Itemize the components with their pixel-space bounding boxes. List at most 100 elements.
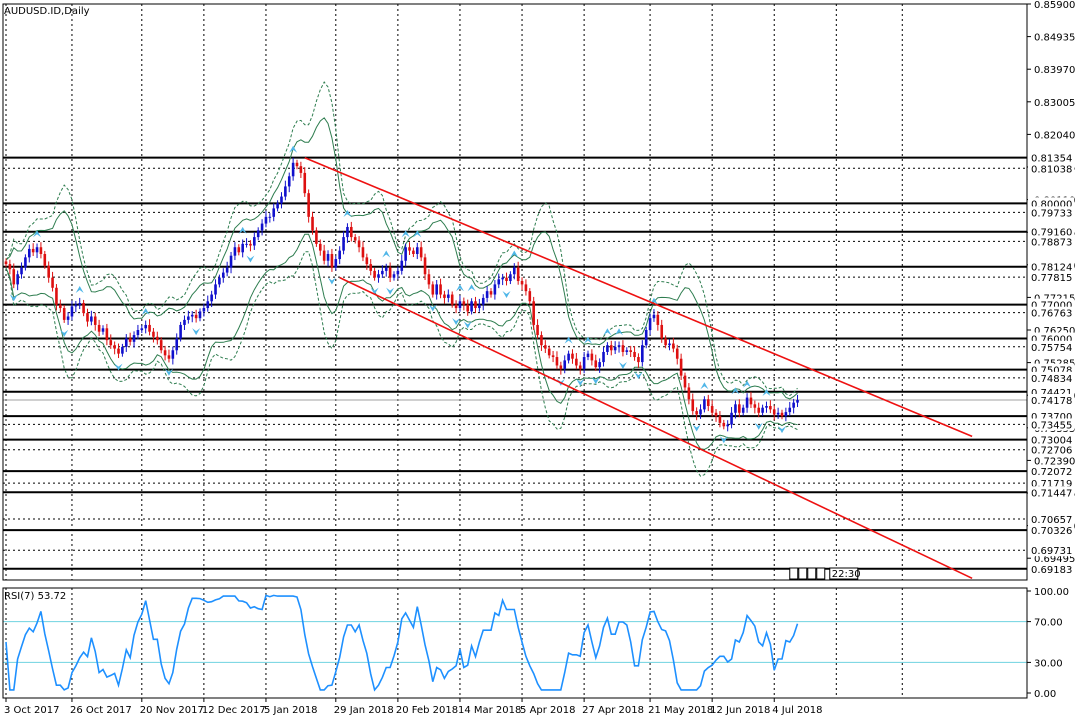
candle-body <box>408 247 411 251</box>
candle-body <box>629 350 632 352</box>
candle-body <box>163 350 167 356</box>
candle-body <box>594 360 598 368</box>
candle-body <box>672 343 675 349</box>
candle-body <box>741 407 745 413</box>
candle-body <box>152 331 155 337</box>
candle-body <box>590 353 594 361</box>
level-tag-bg <box>1028 562 1074 575</box>
candle-body <box>466 304 470 312</box>
down-fractal-arrow <box>428 304 437 312</box>
candle-body <box>140 328 144 331</box>
rsi-tick-label: 30.00 <box>1034 658 1063 669</box>
candle-body <box>450 294 454 305</box>
candle-body <box>4 261 8 265</box>
x-tick-label: 12 Dec 2017 <box>202 705 266 716</box>
candle-body <box>776 412 780 415</box>
chart-title: AUDUSD.ID,Daily <box>4 6 90 17</box>
candle-body <box>602 351 605 363</box>
level-tag-label: 0.75078 <box>1031 366 1072 377</box>
up-fractal-arrow <box>75 285 84 293</box>
candle-body <box>144 324 147 329</box>
time-label-box <box>829 567 859 580</box>
candle-body <box>342 237 345 251</box>
level-tag-label: 0.73004 <box>1031 436 1072 447</box>
level-tag-label: 0.78873 <box>1031 237 1072 248</box>
candle-body <box>59 304 62 309</box>
candle-body <box>8 264 12 270</box>
level-tag-bg <box>1028 394 1074 407</box>
candle-body <box>253 237 256 246</box>
candle-body <box>528 291 532 302</box>
candle-body <box>481 297 485 305</box>
candle-body <box>167 355 171 359</box>
rsi-tick-label: 70.00 <box>1034 618 1063 629</box>
candle-body <box>365 257 369 265</box>
candle-body <box>206 301 210 309</box>
horizontal-levels <box>3 156 1027 570</box>
level-tag-label: 0.76763 <box>1031 309 1072 320</box>
candle-body <box>641 345 644 363</box>
envelope-bands <box>5 81 798 477</box>
level-tag-label: 0.72072 <box>1031 467 1072 478</box>
candle-body <box>303 172 307 194</box>
level-tag-bg <box>1028 443 1074 456</box>
level-tag-label: 0.69183 <box>1031 565 1072 576</box>
x-tick-label: 4 Jul 2018 <box>772 705 822 716</box>
level-tag-label: 0.76000 <box>1031 334 1072 345</box>
candle-body <box>598 362 601 368</box>
candle-body <box>330 253 334 268</box>
candlesticks <box>4 157 799 432</box>
candle-body <box>660 324 664 339</box>
level-tag-bg <box>1028 225 1074 238</box>
candle-body <box>501 277 504 280</box>
candle-body <box>509 274 512 282</box>
x-tick-label: 3 Oct 2017 <box>4 705 59 716</box>
trend-channel[interactable] <box>304 156 973 580</box>
candle-body <box>276 203 279 209</box>
level-tag-label: 0.81038 <box>1031 164 1072 175</box>
candle-body <box>648 318 652 331</box>
candle-body <box>260 223 264 231</box>
candle-body <box>792 402 795 408</box>
candle-body <box>97 324 101 332</box>
candle-body <box>280 196 283 204</box>
up-fractal-arrow <box>510 250 519 258</box>
down-fractal-arrow <box>618 361 627 369</box>
candle-body <box>113 345 116 349</box>
up-fractal-arrow <box>743 380 752 388</box>
candle-body <box>435 284 438 295</box>
down-fractal-arrow <box>576 378 585 386</box>
down-fractal-arrow <box>114 363 123 371</box>
x-tick-label: 12 Jun 2018 <box>710 705 770 716</box>
candle-body <box>772 409 776 415</box>
candle-body <box>377 274 380 278</box>
level-tag-bg <box>1028 544 1074 557</box>
candle-body <box>245 243 248 245</box>
candle-body <box>478 304 481 309</box>
down-fractal-arrow <box>778 426 786 434</box>
candle-body <box>412 250 415 254</box>
level-tag-bg <box>1028 162 1074 175</box>
x-tick-label: 20 Nov 2017 <box>140 705 204 716</box>
candle-body <box>229 255 233 268</box>
candle-body <box>31 248 35 253</box>
candle-body <box>132 335 136 342</box>
level-tag-label: 0.79160 <box>1031 228 1072 239</box>
up-fractal-arrow <box>455 284 464 292</box>
candle-body <box>315 230 318 244</box>
candle-body <box>159 340 163 351</box>
candle-body <box>241 243 244 253</box>
candle-body <box>183 319 186 325</box>
candle-body <box>489 291 493 295</box>
candle-body <box>609 345 613 351</box>
candle-body <box>443 294 446 298</box>
candle-body <box>221 272 225 278</box>
candle-body <box>493 284 497 295</box>
level-tag-bg <box>1028 371 1074 384</box>
candle-body <box>625 350 629 352</box>
candle-body <box>156 336 159 341</box>
candle-body <box>474 301 477 309</box>
level-tag-bg <box>1028 197 1074 210</box>
band-line <box>5 81 798 397</box>
